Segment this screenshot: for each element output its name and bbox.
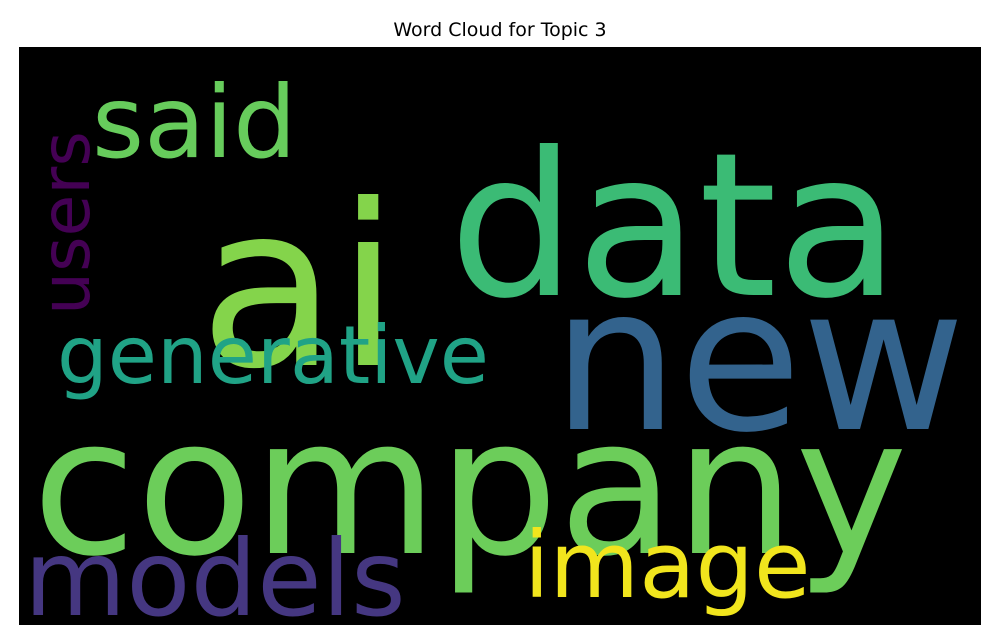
word-users: users (27, 131, 106, 315)
word-data: data (449, 110, 900, 343)
chart-title: Word Cloud for Topic 3 (393, 19, 607, 41)
word-ai: ai (199, 157, 399, 419)
word-new: new (552, 244, 965, 477)
word-said: said (92, 64, 297, 181)
word-models: models (24, 518, 406, 625)
word-company: company (32, 377, 908, 598)
word-image: image (524, 512, 811, 619)
word-cloud-canvas: company ai data new models generative said imag… (19, 47, 981, 625)
word-generative: generative (57, 309, 489, 402)
